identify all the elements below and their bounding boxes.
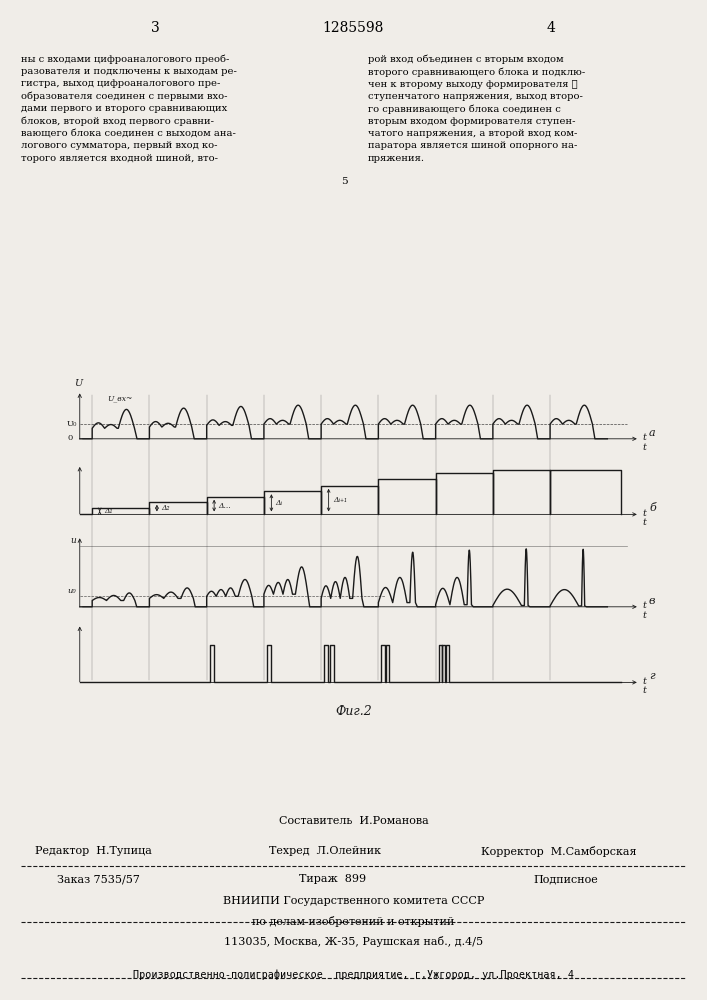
Text: б: б (649, 503, 656, 513)
Text: Δ₂: Δ₂ (161, 504, 170, 512)
Text: t: t (643, 433, 647, 442)
Text: Δ₁: Δ₁ (104, 507, 112, 515)
Text: в: в (649, 595, 655, 605)
Text: 113035, Москва, Ж-35, Раушская наб., д.4/5: 113035, Москва, Ж-35, Раушская наб., д.4… (224, 936, 483, 947)
Text: t: t (643, 443, 647, 452)
Text: U: U (74, 379, 82, 388)
Text: а: а (649, 428, 655, 438)
Text: Тираж  899: Тираж 899 (299, 874, 366, 884)
Text: t: t (643, 601, 647, 610)
Text: г: г (649, 671, 655, 681)
Text: Корректор  М.Самборская: Корректор М.Самборская (481, 846, 636, 857)
Text: ВНИИПИ Государственного комитета СССР: ВНИИПИ Государственного комитета СССР (223, 896, 484, 906)
Text: Подписное: Подписное (533, 874, 598, 884)
Text: t: t (643, 686, 647, 695)
Text: ны с входами цифроаналогового преоб-
разователя и подключены к выходам ре-
гистр: ны с входами цифроаналогового преоб- раз… (21, 54, 237, 163)
Text: U_вх~: U_вх~ (107, 394, 133, 402)
Text: Δ...: Δ... (218, 502, 231, 510)
Text: 1285598: 1285598 (323, 21, 384, 35)
Text: U₀: U₀ (66, 420, 76, 428)
Text: u₀: u₀ (68, 587, 76, 595)
Text: Заказ 7535/57: Заказ 7535/57 (57, 874, 139, 884)
Text: Редактор  Н.Тупица: Редактор Н.Тупица (35, 846, 152, 856)
Text: Техред  Л.Олейник: Техред Л.Олейник (269, 846, 380, 856)
Text: Фиг.2: Фиг.2 (335, 705, 372, 718)
Text: t: t (643, 518, 647, 527)
Text: по делам изобретений и открытий: по делам изобретений и открытий (252, 916, 455, 927)
Text: рой вход объединен с вторым входом
второго сравнивающего блока и подклю-
чен к в: рой вход объединен с вторым входом второ… (368, 54, 585, 163)
Text: t: t (643, 677, 647, 686)
Text: t: t (643, 611, 647, 620)
Text: t: t (643, 509, 647, 518)
Text: 3: 3 (151, 21, 160, 35)
Text: 5: 5 (341, 176, 348, 186)
Text: Производственно-полиграфическое  предприятие, г.Ужгород, ул.Проектная, 4: Производственно-полиграфическое предприя… (133, 970, 574, 980)
Text: 0: 0 (67, 434, 72, 442)
Text: 4: 4 (547, 21, 556, 35)
Text: Δᵢ₊₁: Δᵢ₊₁ (333, 496, 347, 504)
Text: u: u (71, 536, 76, 545)
Text: Составитель  И.Романова: Составитель И.Романова (279, 816, 428, 826)
Text: Δᵢ: Δᵢ (276, 499, 283, 507)
